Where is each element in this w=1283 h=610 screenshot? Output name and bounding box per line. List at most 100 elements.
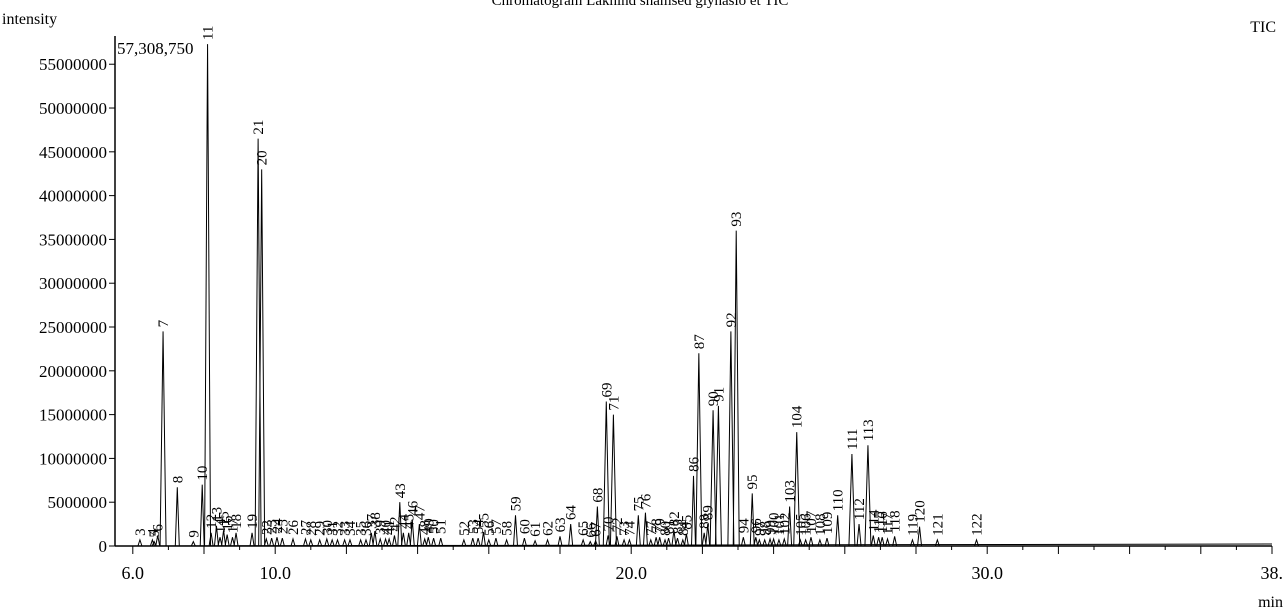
peak (797, 538, 803, 547)
peak (701, 532, 707, 547)
peak (425, 537, 431, 547)
peak-label: 121 (930, 513, 946, 536)
peak (302, 537, 308, 547)
peak (347, 538, 353, 547)
peak-label: 90 (706, 391, 722, 406)
peak-label: 31 (325, 521, 341, 536)
peak-label: 79 (653, 518, 669, 533)
peak (709, 410, 717, 547)
peak (892, 536, 898, 547)
peak (974, 538, 979, 547)
peak (635, 515, 641, 547)
peak (486, 538, 492, 547)
y-tick-label: 30000000 (39, 274, 107, 293)
peak (254, 138, 262, 547)
peak (190, 540, 196, 547)
peak-label: 10 (195, 466, 211, 481)
peak-label: 78 (649, 518, 665, 533)
peak-label: 74 (622, 520, 638, 536)
peak-label: 59 (509, 496, 525, 511)
peak-label: 96 (749, 518, 765, 534)
peak-label: 11 (201, 26, 217, 40)
peak-label: 54 (471, 519, 487, 535)
peak (221, 530, 227, 547)
peak (174, 487, 180, 547)
peak (771, 537, 777, 547)
peak-label: 6 (151, 523, 167, 531)
peak (229, 537, 235, 547)
peak-label: 21 (251, 120, 267, 135)
peak-label: 30 (320, 520, 336, 535)
x-tick-label: 38. (1261, 563, 1283, 583)
peak-label: 3 (133, 528, 149, 536)
peak-label: 28 (304, 521, 320, 536)
y-tick-label: 15000000 (39, 406, 107, 425)
peak-label: 110 (831, 489, 847, 511)
peak-label: 122 (970, 513, 986, 536)
peak-label: 9 (186, 530, 202, 538)
peak-label: 15 (217, 511, 233, 526)
peak-label: 116 (875, 511, 891, 533)
peak (817, 538, 823, 547)
peak (568, 524, 574, 547)
peak (290, 537, 296, 547)
peak (885, 537, 891, 547)
peak-label: 17 (225, 518, 241, 534)
x-axis-label: min (1258, 594, 1283, 610)
peak (781, 537, 787, 547)
peak-label: 46 (405, 500, 421, 516)
peak (204, 44, 212, 547)
peak (217, 537, 223, 547)
peak (671, 530, 677, 547)
peak (383, 537, 389, 547)
peak-label: 111 (845, 429, 861, 450)
peak-label: 16 (220, 515, 236, 531)
peak-label: 25 (275, 519, 291, 534)
peak (335, 538, 340, 547)
peak (475, 537, 481, 547)
peak (605, 535, 611, 547)
peak-label: 7 (156, 319, 172, 327)
peak (391, 535, 397, 547)
peak (377, 537, 383, 547)
peak-label: 95 (745, 474, 761, 489)
peak-label: 23 (265, 519, 281, 534)
peak (934, 538, 940, 547)
peak (762, 538, 768, 547)
chromatogram-trace (114, 44, 1273, 547)
peak (159, 331, 167, 547)
peak-label: 42 (387, 516, 403, 531)
peak (642, 512, 648, 547)
peak-label: 94 (736, 518, 752, 534)
peak-label: 57 (489, 519, 505, 535)
peak (674, 537, 680, 547)
peak-label: 97 (752, 520, 768, 536)
y-tick-label: 55000000 (39, 55, 107, 74)
peak-label: 58 (500, 521, 516, 536)
peak (224, 534, 230, 547)
peak (386, 537, 392, 547)
peak (879, 537, 885, 547)
peak-label: 50 (427, 519, 443, 534)
peak (416, 524, 422, 547)
peak (714, 405, 722, 547)
peak-label: 106 (799, 513, 815, 536)
peak (493, 537, 499, 547)
peak (249, 532, 255, 547)
peak (208, 532, 214, 547)
peak (870, 535, 876, 547)
peak-label: 82 (667, 511, 683, 526)
peak (480, 531, 486, 547)
peak (626, 538, 632, 547)
peak-label: 61 (528, 522, 544, 537)
peak (909, 538, 915, 547)
y-axis-label: intensity (2, 11, 57, 28)
peak (824, 537, 830, 547)
peak-label: 70 (601, 516, 617, 531)
y-tick-label: 5000000 (48, 493, 108, 512)
peak (740, 537, 746, 547)
peak (274, 537, 280, 547)
peak-label: 75 (631, 496, 647, 511)
peak-label: 81 (662, 519, 678, 534)
peak (917, 526, 923, 547)
